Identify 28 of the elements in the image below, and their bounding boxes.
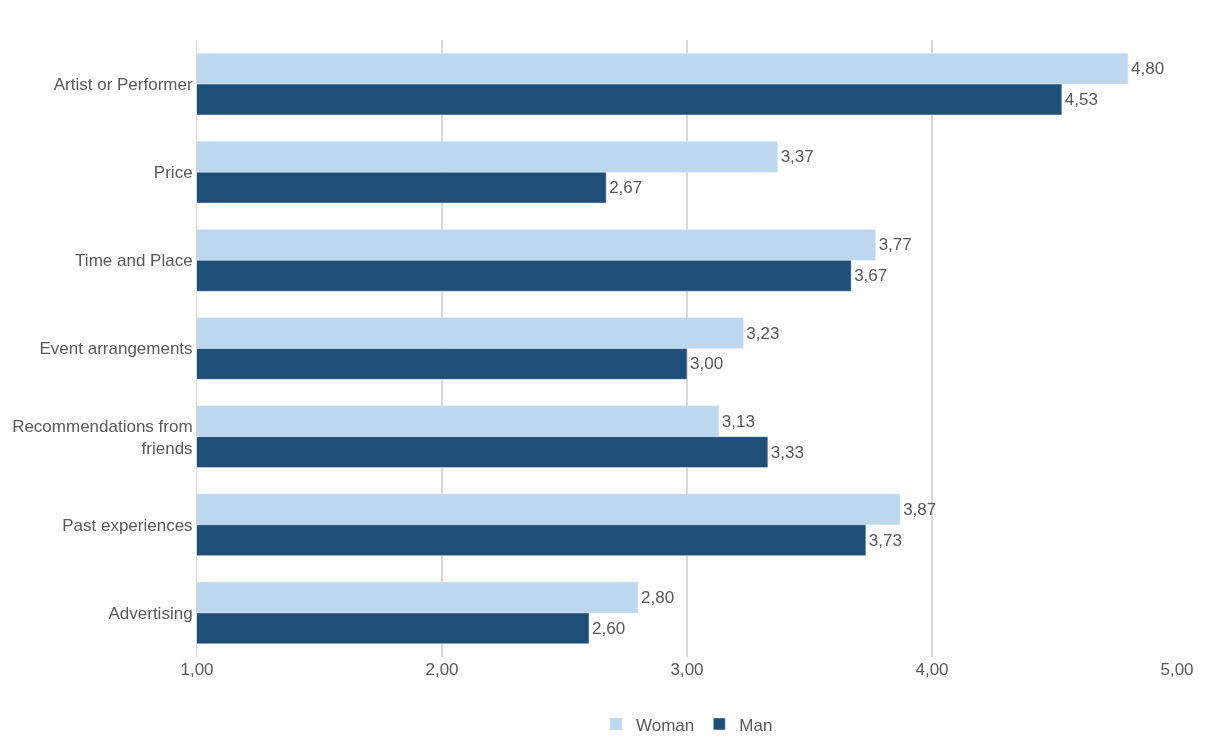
data-label: 2,80 — [641, 588, 675, 608]
data-label: 3,73 — [868, 530, 902, 550]
y-tick-label: Past experiences — [62, 515, 193, 535]
data-label: 2,60 — [592, 618, 626, 638]
y-tick-label: Artist or Performer — [53, 75, 193, 95]
y-tick-label: Event arrangements — [39, 339, 193, 359]
x-tick-label: 2,00 — [425, 660, 459, 679]
data-label: 3,87 — [903, 499, 937, 519]
data-label: 3,67 — [854, 266, 888, 286]
legend-label: Man — [739, 715, 773, 735]
x-tick-label: 4,00 — [915, 660, 949, 679]
data-label: 4,80 — [1131, 59, 1165, 79]
data-label: 3,33 — [770, 442, 804, 462]
data-label: 3,00 — [690, 354, 724, 374]
data-label: 2,67 — [609, 178, 643, 198]
y-tick-label: Advertising — [108, 603, 193, 623]
data-label: 3,23 — [746, 323, 780, 343]
data-label: 3,13 — [721, 411, 755, 431]
y-tick-label: Time and Place — [75, 251, 193, 271]
y-tick-label: Price — [153, 163, 193, 183]
data-label: 3,77 — [878, 235, 912, 255]
x-tick-label: 3,00 — [670, 660, 704, 679]
data-label: 4,53 — [1064, 90, 1098, 109]
legend-label: Woman — [636, 715, 695, 735]
y-tick-label: Recommendations from friends — [12, 416, 193, 458]
x-tick-label: 5,00 — [1160, 660, 1194, 679]
x-tick-label: 1,00 — [180, 660, 214, 679]
data-label: 3,37 — [780, 147, 814, 167]
